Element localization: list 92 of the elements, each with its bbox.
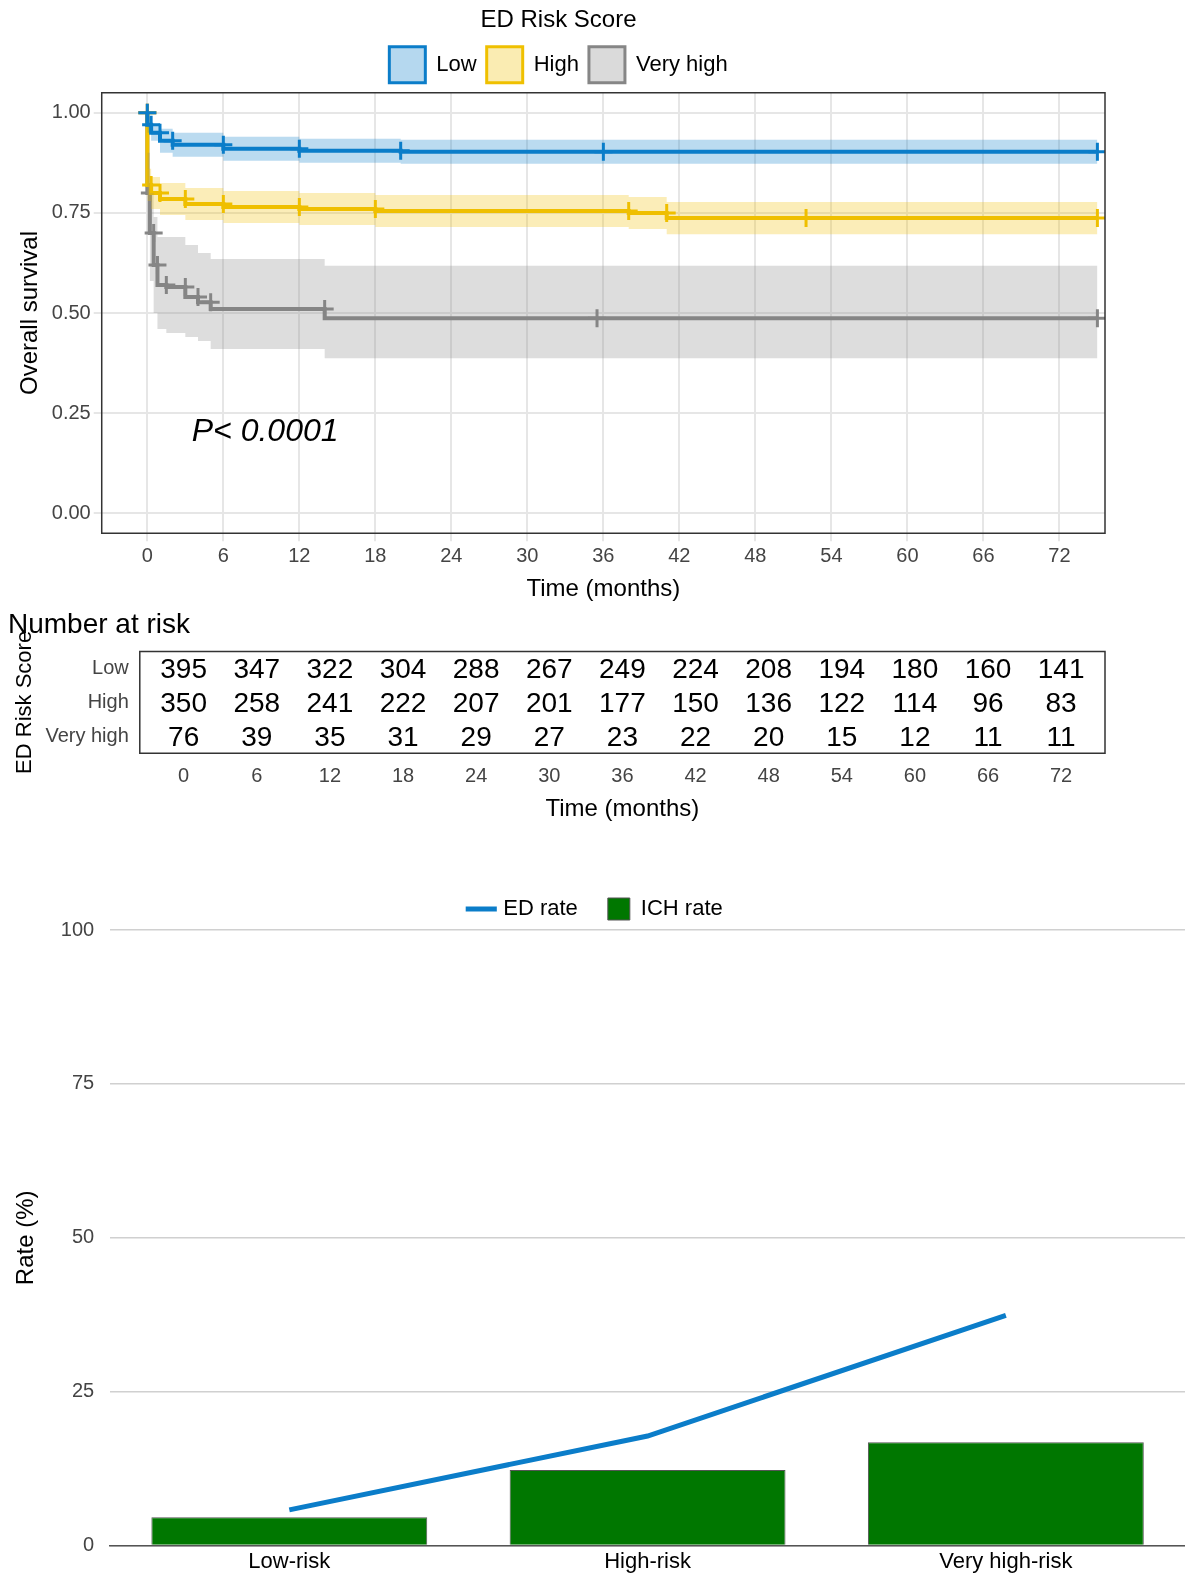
- data-label: 249: [599, 653, 646, 685]
- data-label: 136: [745, 687, 792, 719]
- data-label: 76: [168, 720, 200, 752]
- x-tick-label: High-risk: [604, 1547, 692, 1573]
- legend-label: Very high: [635, 50, 728, 76]
- legend-label: Low: [436, 50, 477, 76]
- data-label: 12: [899, 720, 931, 752]
- data-label: 11: [1046, 720, 1076, 752]
- data-label: 194: [818, 653, 866, 685]
- y-tick-label: Very high: [45, 723, 129, 746]
- data-label: 350: [160, 687, 208, 719]
- x-tick-label: 72: [1050, 763, 1073, 786]
- x-tick-label: 6: [217, 543, 229, 566]
- y-tick-label: Low: [92, 656, 130, 679]
- x-tick-label: 18: [391, 763, 415, 786]
- legend-label: ED rate: [503, 895, 578, 921]
- y-tick-label: 0.75: [51, 200, 91, 223]
- data-label: 39: [241, 720, 273, 752]
- x-tick-label: 36: [611, 763, 634, 786]
- data-label: 150: [672, 687, 719, 719]
- data-label: 347: [233, 653, 281, 685]
- data-label: 267: [525, 653, 573, 685]
- x-tick-label: Very high-risk: [939, 1547, 1074, 1573]
- x-tick-label: 72: [1048, 543, 1071, 566]
- data-label: 15: [826, 720, 858, 752]
- x-tick-label: 0: [141, 543, 153, 566]
- y-axis-title: Overall survival: [15, 230, 43, 396]
- data-label: 22: [679, 720, 712, 752]
- x-tick-label: 48: [757, 763, 780, 786]
- data-label: 35: [314, 720, 346, 752]
- data-label: 288: [452, 653, 500, 685]
- annotation: P< 0.0001: [191, 411, 339, 448]
- x-tick-label: 42: [684, 763, 707, 786]
- data-label: 31: [387, 720, 419, 752]
- legend-label: ICH rate: [640, 895, 723, 921]
- data-label: 27: [533, 720, 565, 752]
- data-label: 20: [753, 720, 785, 752]
- data-label: 160: [964, 653, 1012, 685]
- x-tick-label: 66: [976, 763, 1000, 786]
- x-tick-label: 0: [178, 763, 190, 786]
- x-tick-label: 60: [903, 763, 927, 786]
- data-label: 114: [892, 687, 938, 719]
- legend-label: High: [533, 50, 579, 76]
- x-tick-label: 12: [318, 763, 342, 786]
- data-label: 395: [160, 653, 208, 685]
- x-tick-label: 54: [830, 763, 853, 786]
- y-tick-label: 50: [71, 1225, 95, 1248]
- x-tick-label: 30: [516, 543, 539, 566]
- legend-title: ED Risk Score: [480, 4, 637, 32]
- x-tick-label: 6: [251, 763, 263, 786]
- data-label: 180: [891, 653, 939, 685]
- data-label: 222: [379, 687, 427, 719]
- y-tick-label: 0.25: [51, 400, 91, 423]
- x-tick-label: 36: [592, 543, 615, 566]
- y-tick-label: High: [87, 689, 129, 712]
- x-tick-label: 48: [744, 543, 767, 566]
- data-label: 29: [460, 720, 492, 752]
- data-label: 322: [306, 653, 354, 685]
- x-axis-title: Time (months): [526, 574, 681, 602]
- x-tick-label: 24: [465, 763, 488, 786]
- y-tick-label: 0.50: [51, 300, 91, 323]
- x-tick-label: 18: [364, 543, 387, 566]
- y-axis-title: Rate (%): [11, 1190, 39, 1286]
- x-tick-label: 66: [972, 543, 995, 566]
- x-tick-label: Low-risk: [248, 1547, 332, 1573]
- y-tick-label: 100: [60, 917, 95, 940]
- x-tick-label: 54: [820, 543, 843, 566]
- data-label: 11: [973, 720, 1003, 752]
- x-tick-label: 30: [538, 763, 561, 786]
- data-label: 122: [818, 687, 866, 719]
- data-label: 207: [452, 687, 500, 719]
- y-tick-label: 0.00: [51, 500, 91, 523]
- x-tick-label: 42: [668, 543, 691, 566]
- data-label: 304: [379, 653, 427, 685]
- data-label: 141: [1037, 653, 1085, 685]
- data-label: 208: [745, 653, 792, 685]
- y-tick-label: 75: [71, 1071, 95, 1094]
- data-label: 201: [525, 687, 573, 719]
- x-tick-label: 12: [288, 543, 311, 566]
- x-tick-label: 60: [896, 543, 919, 566]
- data-label: 177: [599, 687, 646, 719]
- y-tick-label: 25: [71, 1379, 95, 1402]
- data-label: 96: [972, 687, 1004, 719]
- data-label: 23: [606, 720, 638, 752]
- data-label: 258: [233, 687, 281, 719]
- data-label: 224: [672, 653, 719, 685]
- x-tick-label: 24: [440, 543, 463, 566]
- y-tick-label: 0: [83, 1533, 95, 1556]
- x-axis-title: Time (months): [545, 794, 700, 822]
- data-label: 83: [1045, 687, 1077, 719]
- y-tick-label: 1.00: [51, 100, 91, 123]
- data-label: 241: [306, 687, 354, 719]
